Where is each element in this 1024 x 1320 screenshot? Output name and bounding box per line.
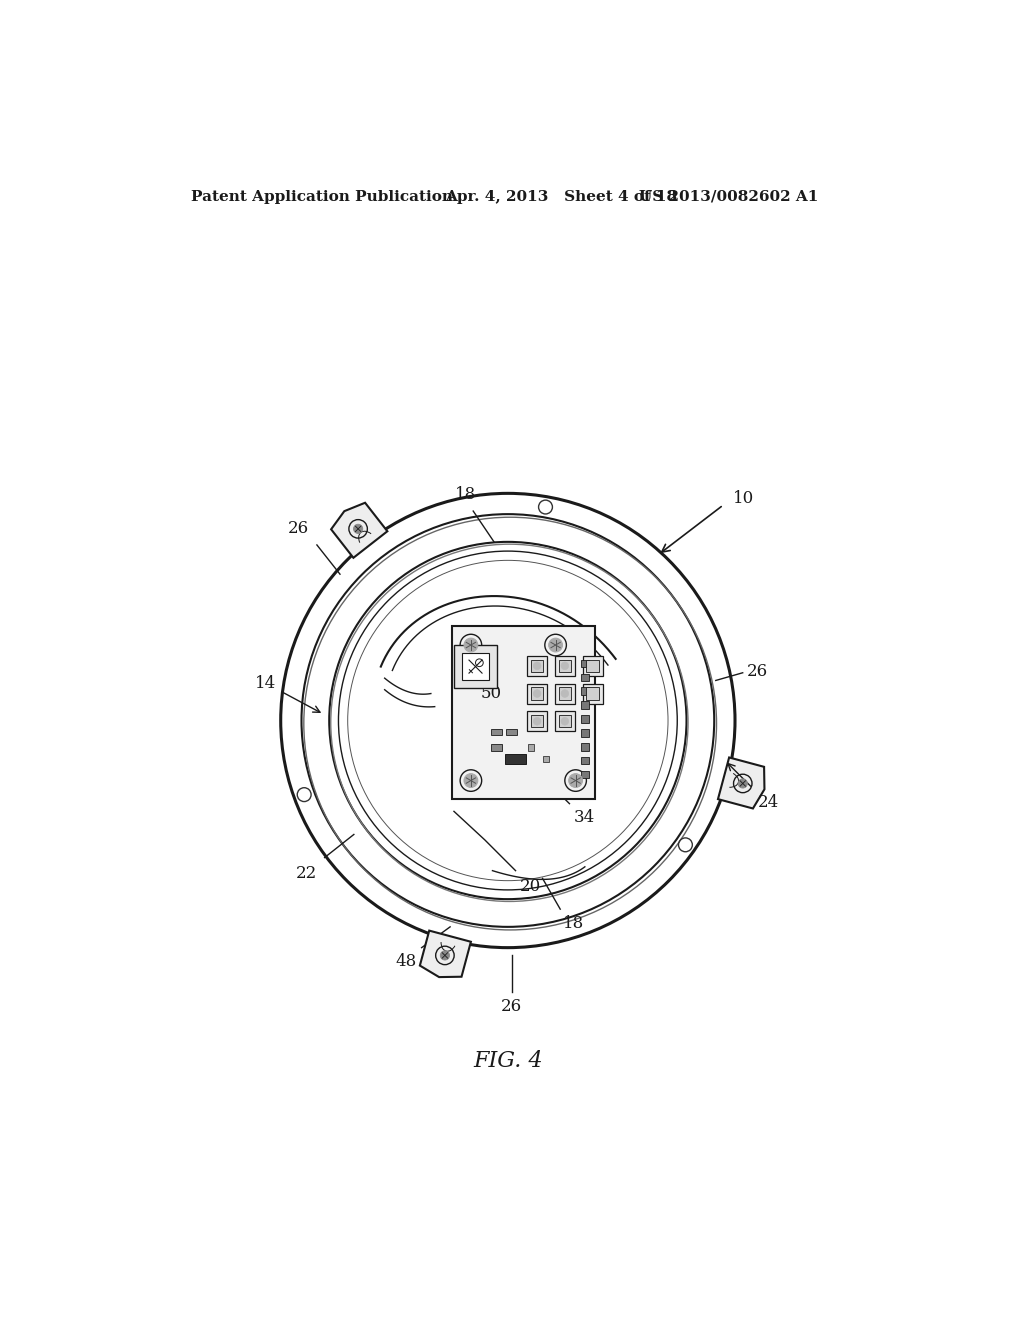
Bar: [454, 645, 497, 688]
Bar: [581, 771, 589, 779]
Bar: [505, 755, 526, 763]
Text: FIG. 4: FIG. 4: [473, 1049, 543, 1072]
Bar: [581, 756, 589, 764]
Bar: [527, 684, 547, 704]
Circle shape: [549, 638, 562, 652]
Text: 14: 14: [255, 675, 275, 692]
Text: 48: 48: [395, 953, 417, 970]
Bar: [531, 660, 544, 672]
Bar: [559, 688, 571, 700]
Text: 10: 10: [733, 490, 754, 507]
Text: 18: 18: [455, 486, 476, 503]
Text: Apr. 4, 2013   Sheet 4 of 18: Apr. 4, 2013 Sheet 4 of 18: [444, 190, 677, 203]
Text: 26: 26: [288, 520, 309, 537]
Bar: [583, 684, 602, 704]
Text: 22: 22: [296, 866, 316, 882]
Text: 50: 50: [480, 685, 502, 702]
Text: 20: 20: [519, 878, 541, 895]
Text: US 2013/0082602 A1: US 2013/0082602 A1: [639, 190, 818, 203]
Bar: [581, 715, 589, 723]
Bar: [528, 744, 535, 751]
Polygon shape: [718, 758, 765, 808]
Bar: [555, 711, 574, 731]
Circle shape: [738, 779, 748, 788]
Circle shape: [561, 718, 568, 725]
Bar: [581, 701, 589, 709]
Bar: [527, 656, 547, 676]
Text: 24: 24: [758, 793, 779, 810]
Bar: [583, 656, 602, 676]
Circle shape: [561, 689, 568, 697]
Polygon shape: [420, 931, 471, 977]
Bar: [506, 729, 517, 735]
Bar: [453, 626, 595, 799]
Bar: [544, 756, 550, 762]
Text: Patent Application Publication: Patent Application Publication: [190, 190, 453, 203]
Bar: [581, 688, 589, 696]
Circle shape: [440, 950, 450, 960]
Bar: [555, 656, 574, 676]
Bar: [555, 684, 574, 704]
Bar: [490, 744, 502, 751]
Circle shape: [534, 718, 541, 725]
Circle shape: [561, 663, 568, 669]
Bar: [559, 660, 571, 672]
Text: 34: 34: [573, 809, 595, 826]
Circle shape: [353, 524, 362, 533]
Bar: [527, 711, 547, 731]
Bar: [581, 673, 589, 681]
Bar: [531, 688, 544, 700]
Bar: [531, 715, 544, 727]
Circle shape: [534, 663, 541, 669]
Circle shape: [534, 689, 541, 697]
Circle shape: [568, 774, 583, 788]
Bar: [587, 660, 599, 672]
Bar: [581, 743, 589, 751]
Text: 26: 26: [501, 998, 522, 1015]
Bar: [581, 660, 589, 668]
Bar: [587, 688, 599, 700]
Bar: [462, 653, 489, 681]
Polygon shape: [331, 503, 387, 558]
Bar: [581, 729, 589, 737]
Text: 18: 18: [563, 915, 585, 932]
Bar: [559, 715, 571, 727]
Bar: [490, 729, 502, 735]
Circle shape: [464, 638, 478, 652]
Circle shape: [464, 774, 478, 788]
Text: 26: 26: [746, 663, 768, 680]
